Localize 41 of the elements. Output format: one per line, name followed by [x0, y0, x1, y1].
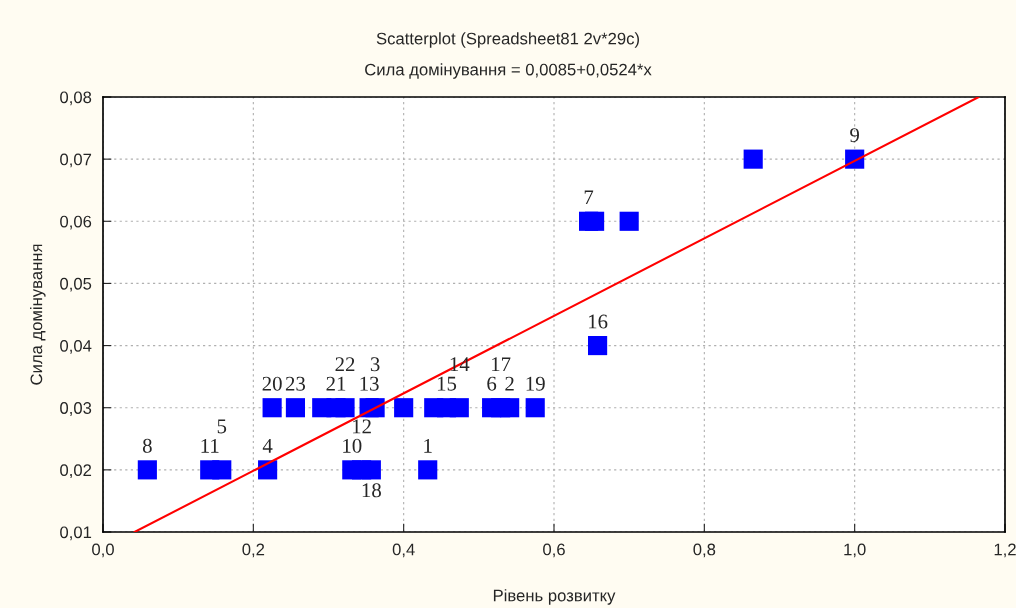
x-tick-label: 1,0	[844, 543, 866, 558]
annotation: 21	[326, 376, 346, 391]
annotation: 4	[262, 438, 273, 453]
annotation: 16	[589, 314, 608, 329]
x-tick-label: 1,2	[994, 543, 1016, 558]
annotation: 8	[142, 438, 152, 453]
y-tick-label: 0,01	[60, 526, 92, 541]
y-tick-label: 0,05	[60, 277, 92, 292]
annotation: 11	[201, 438, 219, 453]
annotation: 7	[584, 190, 594, 205]
annotation: 18	[362, 483, 381, 498]
y-tick-label: 0,03	[60, 402, 92, 416]
x-axis-title: Рівень розвитку	[493, 589, 616, 605]
x-tick-label: 0,8	[693, 543, 716, 558]
annotation: 13	[360, 376, 379, 391]
annotation: 5	[217, 419, 227, 434]
x-tick-label: 0,2	[242, 543, 265, 558]
annotation: 15	[437, 376, 457, 391]
annotation: 22	[335, 357, 355, 372]
y-tick-label: 0,04	[60, 339, 92, 354]
x-tick-label: 0,6	[543, 543, 565, 558]
annotation: 12	[352, 419, 371, 434]
chart-title: Scatterplot (Spreadsheet81 2v*29c)	[376, 32, 639, 48]
annotation: 23	[285, 376, 306, 391]
annotation: 2	[505, 376, 514, 391]
annotation: 17	[492, 357, 511, 372]
y-tick-label: 0,06	[60, 215, 92, 230]
annotation: 19	[526, 376, 545, 391]
annotation: 9	[850, 128, 860, 143]
annotation: 20	[262, 376, 282, 391]
chart-subtitle: Сила домінування = 0,0085+0,0524*x	[365, 63, 652, 79]
y-tick-label: 0,08	[60, 91, 92, 106]
annotation: 6	[487, 376, 497, 391]
annotation: 10	[343, 438, 362, 453]
annotation: 3	[370, 357, 380, 372]
x-tick-label: 0,4	[392, 543, 415, 558]
y-tick-label: 0,07	[60, 153, 92, 168]
x-tick-label: 0,0	[92, 543, 114, 558]
y-tick-label: 0,02	[60, 464, 92, 479]
annotation: 1	[424, 438, 432, 453]
y-axis-title: Сила домінування	[30, 244, 46, 385]
